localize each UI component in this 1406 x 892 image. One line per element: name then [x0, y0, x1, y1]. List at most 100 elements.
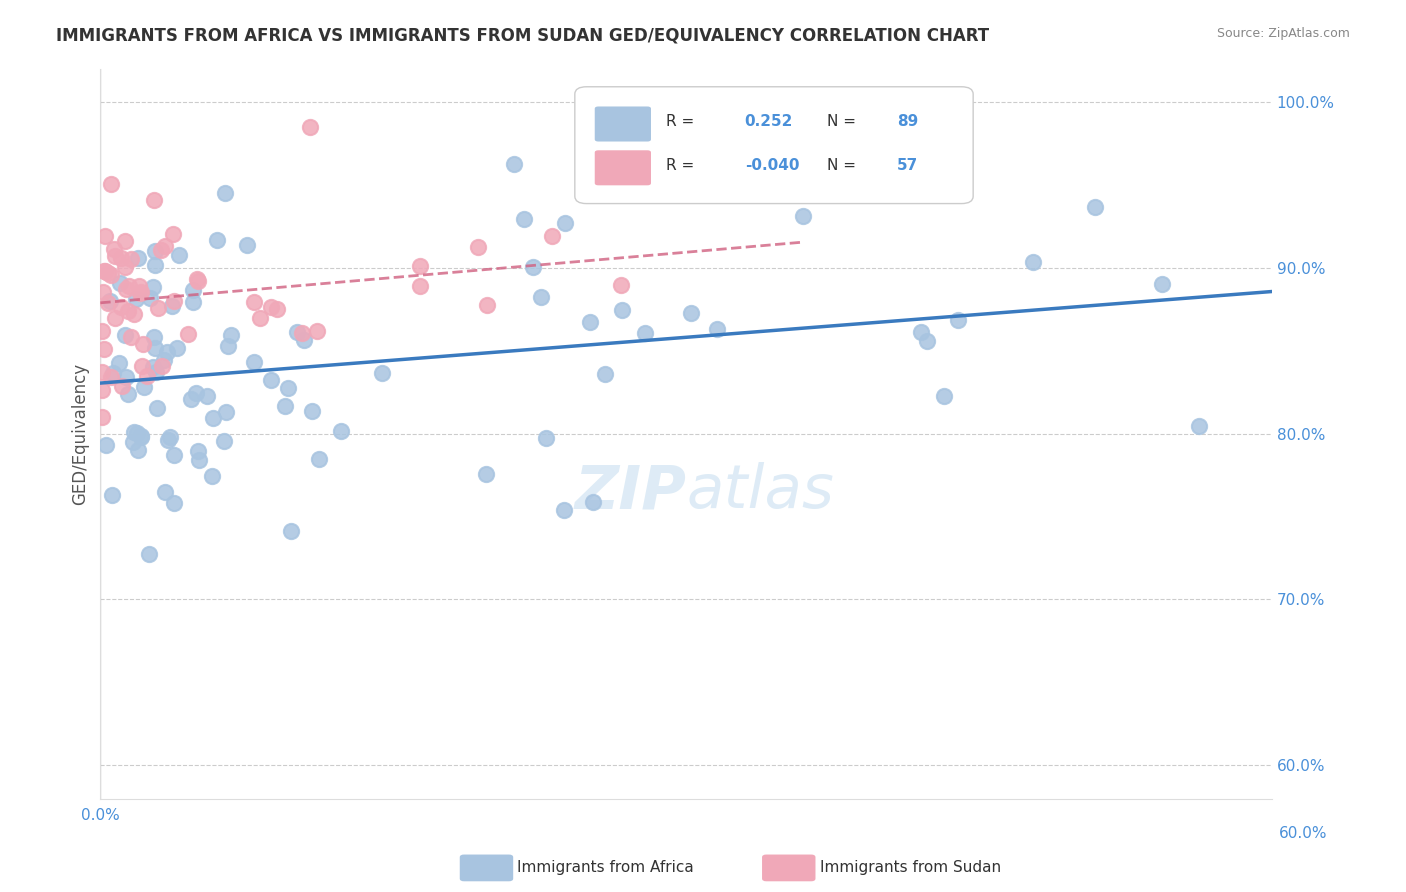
- Point: [146, 301, 169, 315]
- Point: [125, 292, 148, 306]
- Point: [205, 234, 228, 248]
- Point: [149, 243, 172, 257]
- Point: [167, 247, 190, 261]
- Point: [184, 385, 207, 400]
- Point: [93, 342, 115, 356]
- Point: [120, 330, 142, 344]
- Point: [98, 293, 121, 308]
- Point: [100, 268, 122, 283]
- Point: [143, 341, 166, 355]
- Point: [91, 285, 114, 299]
- Text: 57: 57: [897, 158, 918, 173]
- Point: [145, 401, 167, 415]
- Point: [681, 305, 703, 319]
- Point: [91, 409, 114, 424]
- Point: [291, 326, 314, 340]
- Point: [1083, 200, 1105, 214]
- Point: [609, 278, 631, 293]
- Point: [93, 264, 115, 278]
- Point: [134, 380, 156, 394]
- Point: [110, 300, 132, 314]
- Point: [97, 296, 120, 310]
- Point: [94, 263, 117, 277]
- Point: [243, 355, 266, 369]
- Point: [513, 212, 536, 227]
- Point: [214, 434, 236, 448]
- Text: ZIP: ZIP: [574, 462, 686, 522]
- Point: [110, 251, 132, 265]
- Point: [104, 249, 127, 263]
- Point: [163, 448, 186, 462]
- Point: [142, 193, 165, 207]
- Point: [142, 280, 165, 294]
- Point: [792, 209, 814, 223]
- Point: [329, 424, 352, 438]
- Point: [301, 404, 323, 418]
- Point: [522, 260, 544, 274]
- Point: [177, 327, 200, 342]
- Point: [115, 282, 138, 296]
- Point: [131, 336, 153, 351]
- Point: [274, 400, 297, 414]
- Point: [371, 366, 394, 380]
- Text: 0.252: 0.252: [745, 114, 793, 129]
- Point: [100, 177, 122, 191]
- Point: [127, 443, 149, 458]
- Point: [308, 452, 330, 467]
- Point: [475, 467, 498, 482]
- Point: [181, 294, 204, 309]
- Point: [139, 291, 162, 305]
- Text: N =: N =: [827, 158, 856, 173]
- Point: [91, 383, 114, 397]
- Text: R =: R =: [666, 114, 695, 129]
- Point: [101, 366, 124, 380]
- Point: [101, 488, 124, 502]
- Point: [143, 244, 166, 259]
- Point: [160, 299, 183, 313]
- Text: Source: ZipAtlas.com: Source: ZipAtlas.com: [1216, 27, 1350, 40]
- Point: [285, 325, 308, 339]
- Point: [128, 279, 150, 293]
- Point: [243, 294, 266, 309]
- Point: [114, 234, 136, 248]
- Point: [595, 367, 617, 381]
- Point: [409, 259, 432, 273]
- Y-axis label: GED/Equivalency: GED/Equivalency: [72, 362, 89, 505]
- FancyBboxPatch shape: [575, 87, 973, 203]
- Point: [100, 370, 122, 384]
- Point: [150, 359, 173, 373]
- Point: [235, 237, 257, 252]
- Point: [1188, 418, 1211, 433]
- Point: [159, 430, 181, 444]
- Point: [125, 426, 148, 441]
- Point: [103, 242, 125, 256]
- Point: [266, 302, 288, 317]
- Point: [117, 304, 139, 318]
- Point: [292, 333, 315, 347]
- Point: [305, 324, 328, 338]
- Point: [582, 495, 605, 509]
- Point: [145, 258, 167, 272]
- Point: [122, 307, 145, 321]
- Point: [114, 260, 136, 275]
- Point: [120, 252, 142, 266]
- Point: [534, 431, 557, 445]
- Point: [202, 411, 225, 425]
- Point: [201, 468, 224, 483]
- Point: [131, 428, 153, 442]
- Point: [298, 120, 321, 135]
- Point: [131, 285, 153, 299]
- Point: [136, 368, 159, 383]
- Point: [634, 326, 657, 340]
- Point: [934, 389, 956, 403]
- Point: [187, 274, 209, 288]
- Point: [214, 186, 236, 200]
- FancyBboxPatch shape: [595, 150, 651, 186]
- Point: [162, 227, 184, 242]
- Point: [96, 438, 118, 452]
- Text: Immigrants from Africa: Immigrants from Africa: [517, 861, 695, 875]
- Point: [1022, 255, 1045, 269]
- Point: [91, 324, 114, 338]
- Point: [118, 278, 141, 293]
- Point: [187, 453, 209, 467]
